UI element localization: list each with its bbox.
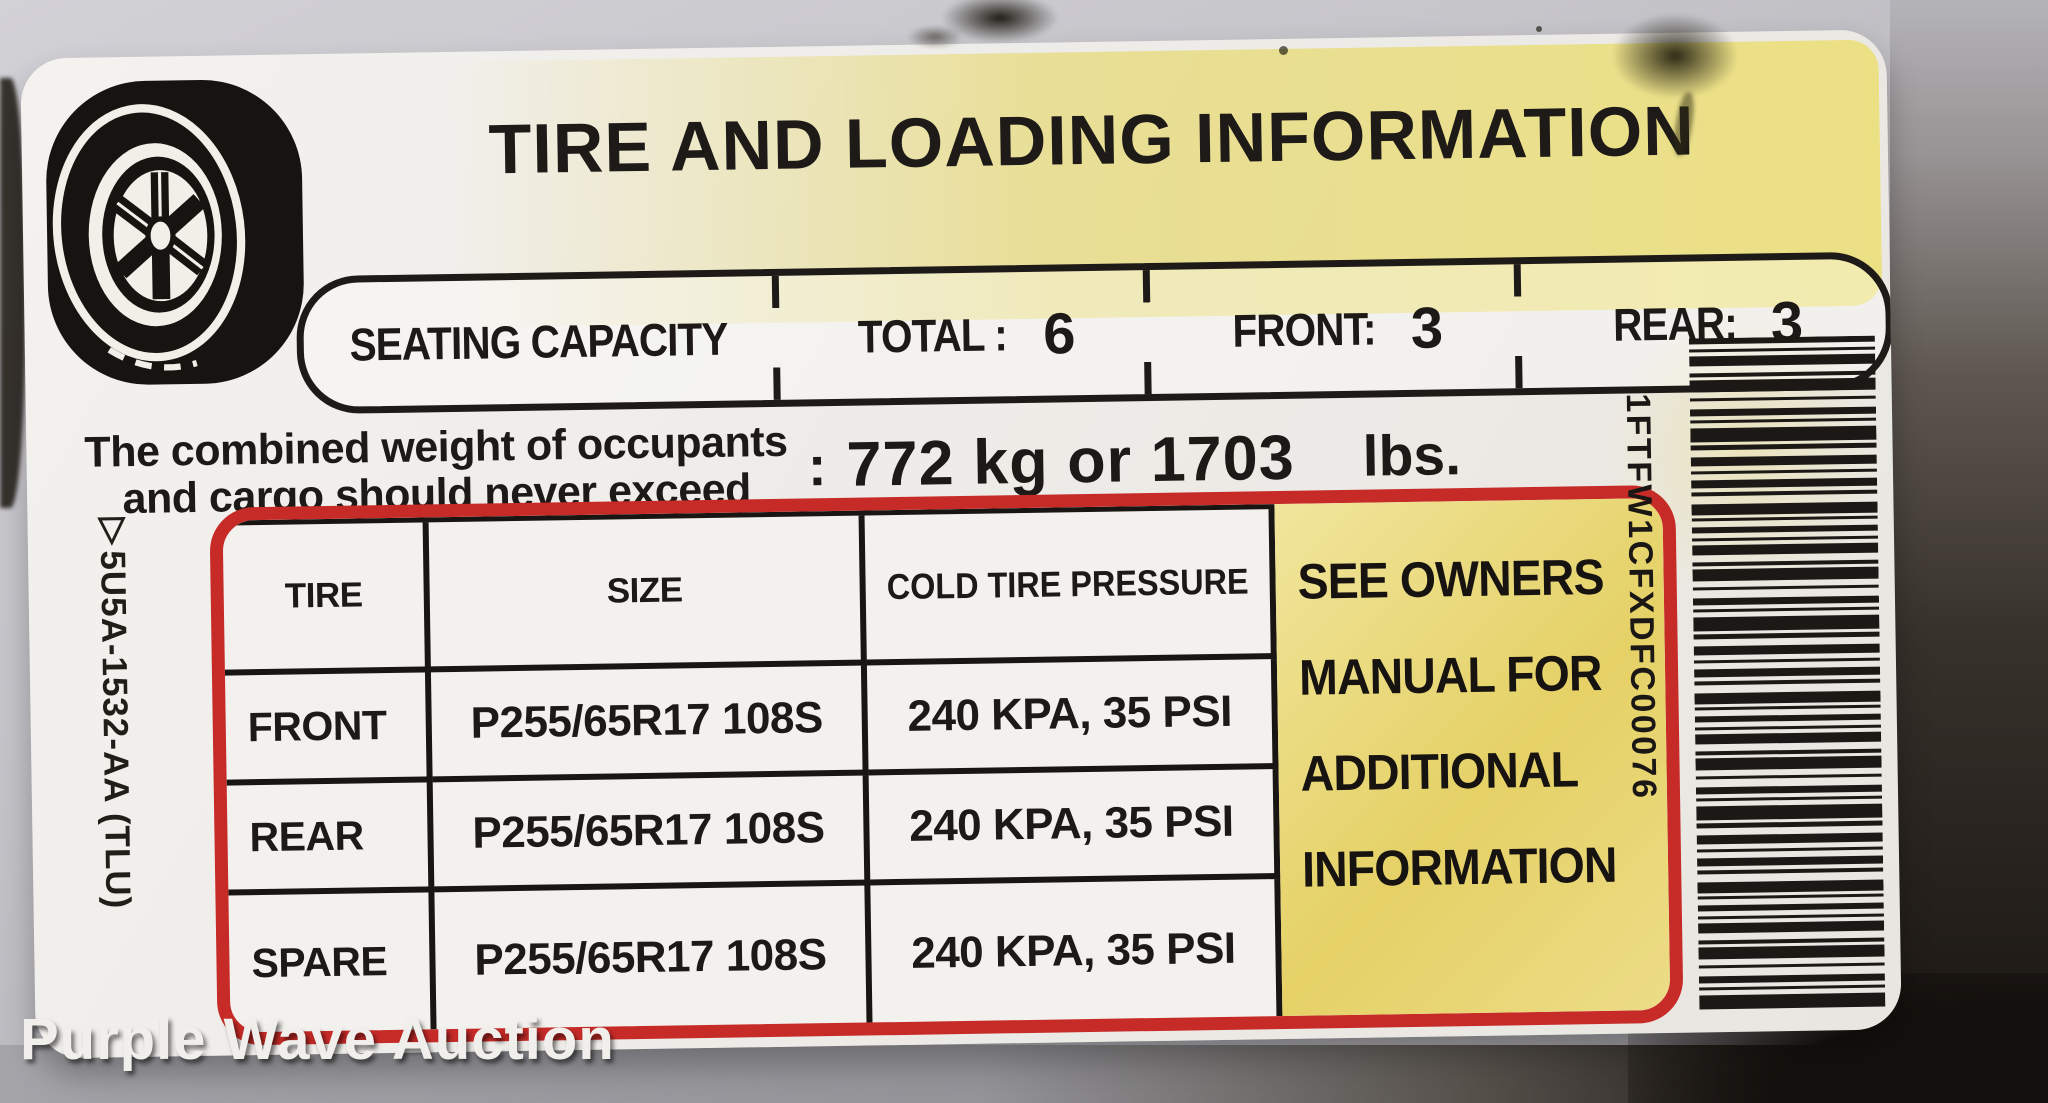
- owners-manual-note-text: SEE OWNERS MANUAL FOR ADDITIONAL INFORMA…: [1297, 548, 1617, 898]
- seating-capacity-bar: SEATING CAPACITY TOTAL : 6 FRONT: 3 REAR…: [295, 251, 1894, 415]
- row-front-label: FRONT: [224, 672, 433, 786]
- front-value: 3: [1410, 294, 1444, 361]
- weight-value: 772 kg or 1703: [845, 423, 1296, 501]
- seating-total-cell: TOTAL : 6: [779, 270, 1145, 400]
- row-front-size: P255/65R17 108S: [430, 665, 869, 783]
- door-jamb-shadow: [1890, 0, 2048, 1103]
- weight-unit: lbs.: [1362, 423, 1462, 489]
- col-header-tire: TIRE: [222, 522, 431, 676]
- seating-heading-cell: SEATING CAPACITY: [303, 276, 774, 407]
- seating-heading: SEATING CAPACITY: [348, 312, 728, 371]
- total-label: TOTAL :: [857, 308, 1008, 363]
- col-header-pressure: COLD TIRE PRESSURE: [864, 509, 1277, 666]
- dirt-speck: [1279, 46, 1288, 55]
- col-header-size: SIZE: [428, 515, 867, 673]
- seating-front-cell: FRONT: 3: [1150, 264, 1516, 394]
- front-label: FRONT:: [1231, 302, 1376, 357]
- row-front-pressure: 240 KPA, 35 PSI: [866, 659, 1279, 776]
- row-spare-pressure: 240 KPA, 35 PSI: [870, 879, 1283, 1023]
- row-rear-size: P255/65R17 108S: [432, 775, 871, 893]
- weight-colon: :: [807, 433, 828, 498]
- tire-loading-label: TIRE AND LOADING INFORMATION SEATING CAP…: [20, 29, 1902, 1059]
- tire-table-grid: TIRE SIZE COLD TIRE PRESSURE FRONT P255/…: [222, 504, 1283, 1033]
- row-rear-pressure: 240 KPA, 35 PSI: [868, 769, 1281, 886]
- dirt-speck: [1536, 26, 1542, 32]
- vin-barcode: [1688, 335, 1886, 1010]
- dirt-speck: [700, 150, 705, 155]
- owners-manual-note: SEE OWNERS MANUAL FOR ADDITIONAL INFORMA…: [1274, 497, 1671, 1017]
- tire-pressure-table: TIRE SIZE COLD TIRE PRESSURE FRONT P255/…: [209, 484, 1684, 1046]
- dirt-smudge: [1596, 2, 1754, 110]
- tire-icon: [46, 80, 304, 385]
- row-rear-label: REAR: [226, 782, 435, 896]
- part-number-vertical: ▽5U5A-1532-AA (TLU): [92, 509, 138, 910]
- total-value: 6: [1042, 300, 1076, 367]
- dirt-smudge: [900, 22, 970, 52]
- auction-watermark: Purple Wave Auction: [20, 1007, 615, 1072]
